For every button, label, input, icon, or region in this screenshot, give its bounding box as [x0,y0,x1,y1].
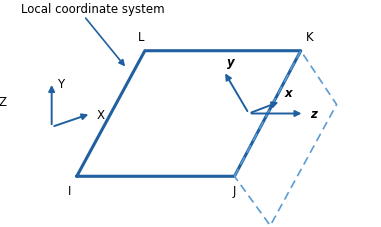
Text: L: L [138,31,144,44]
Text: X: X [96,109,104,122]
Text: y: y [227,56,235,69]
Text: I: I [68,185,71,198]
Text: J: J [233,185,236,198]
Text: Y: Y [57,78,64,91]
Text: Z: Z [0,96,7,109]
Text: K: K [306,31,314,44]
Text: x: x [285,87,292,100]
Text: z: z [310,108,317,121]
Text: Local coordinate system: Local coordinate system [21,2,165,15]
